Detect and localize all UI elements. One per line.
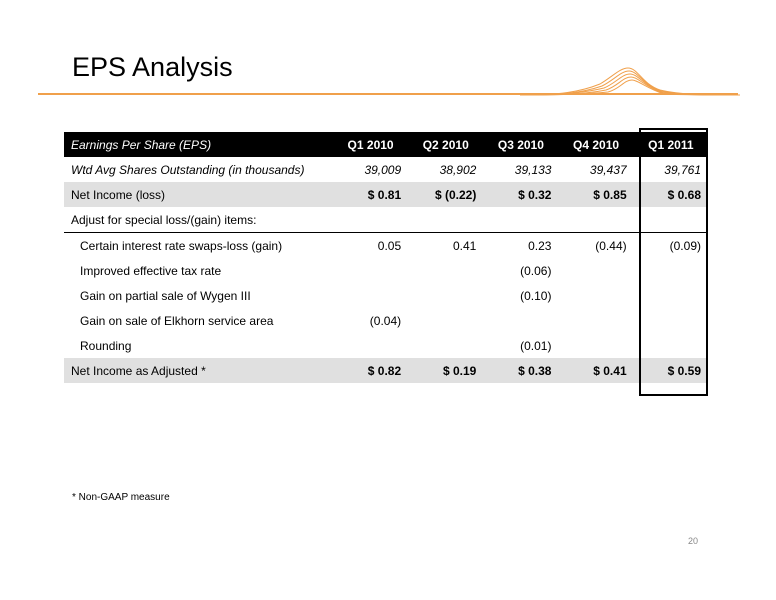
table-row-net-income: Net Income (loss) $ 0.81 $ (0.22) $ 0.32… xyxy=(64,182,708,207)
table-cell xyxy=(558,308,633,333)
table-row-rounding: Rounding (0.01) xyxy=(64,333,708,358)
table-cell xyxy=(558,258,633,283)
table-cell xyxy=(634,283,708,308)
header-label: Earnings Per Share (EPS) xyxy=(64,132,333,157)
row-label: Net Income as Adjusted * xyxy=(64,358,333,383)
table-cell: $ 0.85 xyxy=(558,182,634,207)
table-row-tax-rate: Improved effective tax rate (0.06) xyxy=(64,258,708,283)
header-q1-2010: Q1 2010 xyxy=(333,132,409,157)
row-label: Adjust for special loss/(gain) items: xyxy=(71,212,257,227)
table-cell xyxy=(408,308,483,333)
table-cell: 0.05 xyxy=(333,232,409,258)
page-title: EPS Analysis xyxy=(72,52,233,82)
table-cell xyxy=(558,283,633,308)
header-q3-2010: Q3 2010 xyxy=(483,132,559,157)
table-cell: 0.23 xyxy=(483,232,559,258)
table-cell xyxy=(634,258,708,283)
table-cell xyxy=(483,308,558,333)
table-cell: $ (0.22) xyxy=(408,182,484,207)
table-cell: (0.01) xyxy=(520,338,552,353)
header-q1-2011: Q1 2011 xyxy=(633,132,708,157)
table-cell: (0.10) xyxy=(520,288,552,303)
table-cell: 39,009 xyxy=(364,162,402,177)
table-cell xyxy=(333,258,408,283)
table-row-swaps: Certain interest rate swaps-loss (gain) … xyxy=(64,232,708,258)
page-number: 20 xyxy=(688,536,699,546)
table-cell: $ 0.32 xyxy=(483,182,559,207)
table-cell: (0.09) xyxy=(633,232,708,258)
eps-table: Earnings Per Share (EPS) Q1 2010 Q2 2010… xyxy=(64,132,708,383)
table-cell: $ 0.81 xyxy=(333,182,409,207)
header-q4-2010: Q4 2010 xyxy=(558,132,634,157)
table-cell xyxy=(408,333,483,358)
row-label: Certain interest rate swaps-loss (gain) xyxy=(64,232,333,258)
table-header-row: Earnings Per Share (EPS) Q1 2010 Q2 2010… xyxy=(64,132,708,157)
table-row-shares: Wtd Avg Shares Outstanding (in thousands… xyxy=(64,157,708,182)
table-cell: $ 0.59 xyxy=(633,358,708,383)
row-label: Improved effective tax rate xyxy=(80,263,222,278)
table-cell: 38,902 xyxy=(439,162,477,177)
table-cell: $ 0.38 xyxy=(483,358,559,383)
row-label: Gain on sale of Elkhorn service area xyxy=(80,313,274,328)
row-label: Net Income (loss) xyxy=(64,182,333,207)
table-cell: 39,761 xyxy=(664,162,701,177)
row-label: Wtd Avg Shares Outstanding (in thousands… xyxy=(71,162,305,177)
table-cell: $ 0.82 xyxy=(333,358,409,383)
table-cell xyxy=(333,333,408,358)
table-cell xyxy=(408,283,483,308)
title-underline xyxy=(38,93,738,95)
table-cell xyxy=(634,308,708,333)
table-cell xyxy=(408,258,483,283)
table-cell xyxy=(634,333,708,358)
table-row-adjust-heading: Adjust for special loss/(gain) items: xyxy=(64,207,708,233)
row-label: Rounding xyxy=(80,338,132,353)
table-cell: (0.06) xyxy=(520,263,552,278)
table-cell: (0.44) xyxy=(558,232,634,258)
table-cell xyxy=(333,283,408,308)
table-cell: 39,437 xyxy=(589,162,627,177)
row-label: Gain on partial sale of Wygen III xyxy=(80,288,251,303)
table-cell: $ 0.19 xyxy=(408,358,484,383)
table-cell: $ 0.41 xyxy=(558,358,634,383)
table-cell xyxy=(558,333,633,358)
table-row-wygen: Gain on partial sale of Wygen III (0.10) xyxy=(64,283,708,308)
table-row-net-income-adjusted: Net Income as Adjusted * $ 0.82 $ 0.19 $… xyxy=(64,358,708,383)
table-cell: 39,133 xyxy=(514,162,552,177)
table-cell: $ 0.68 xyxy=(633,182,708,207)
footnote: * Non-GAAP measure xyxy=(72,492,170,503)
table-row-elkhorn: Gain on sale of Elkhorn service area (0.… xyxy=(64,308,708,333)
table-cell: 0.41 xyxy=(408,232,484,258)
header-q2-2010: Q2 2010 xyxy=(408,132,484,157)
table-cell: (0.04) xyxy=(369,313,402,328)
